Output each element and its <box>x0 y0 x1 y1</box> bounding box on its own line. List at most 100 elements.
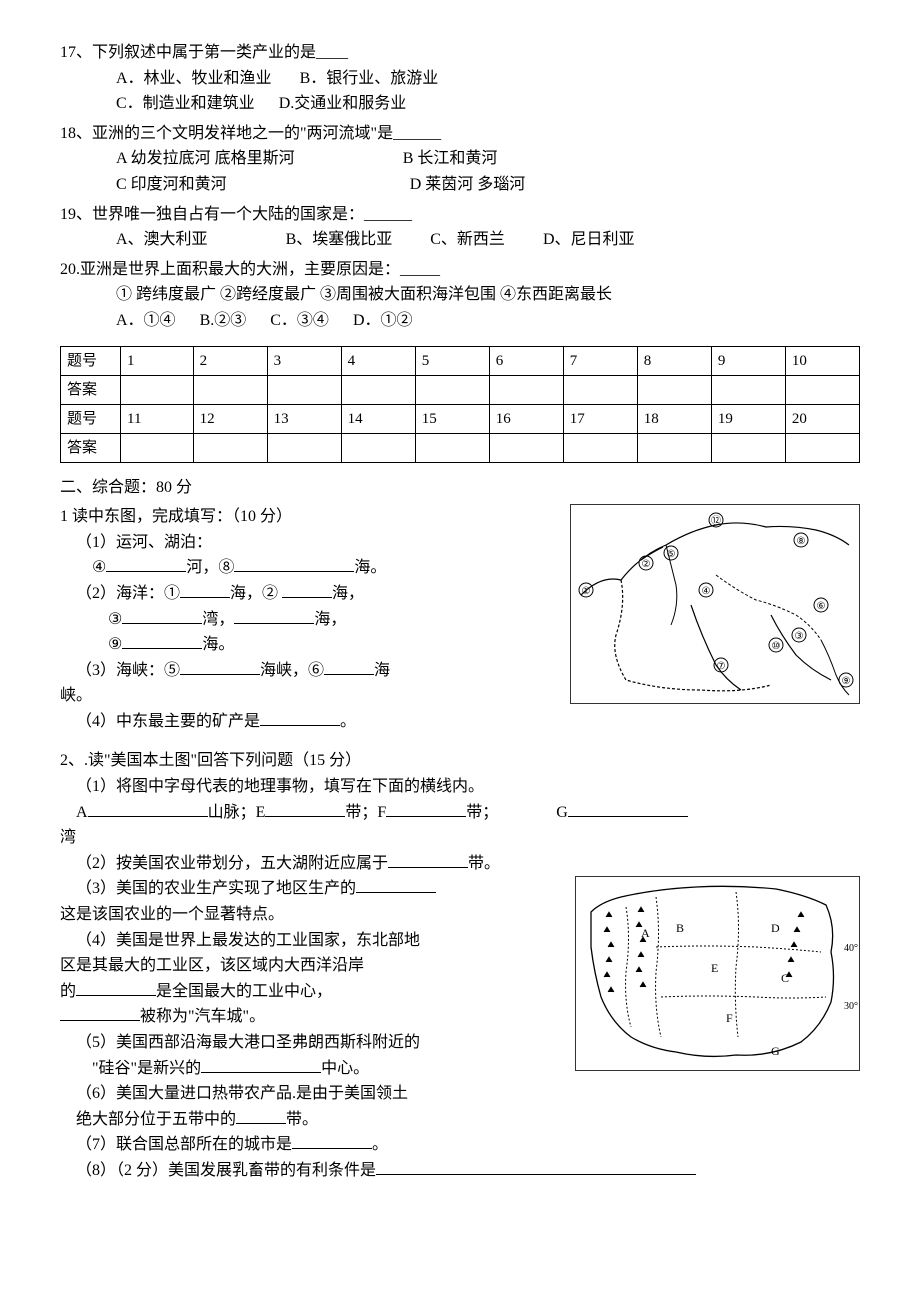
grid-cell: 9 <box>711 346 785 375</box>
q19-opt-a: A、澳大利亚 <box>116 231 208 248</box>
s2q1-p2-a: （2）海洋：① <box>76 585 180 602</box>
grid-r1-label: 题号 <box>61 346 121 375</box>
q19-opt-b: B、埃塞俄比亚 <box>286 231 393 248</box>
fill-blank[interactable] <box>376 1159 696 1175</box>
fill-blank[interactable] <box>60 1005 140 1021</box>
s2q2-p1-line: A山脉；E带；F带； G <box>76 800 860 826</box>
grid-answer-cell[interactable] <box>267 375 341 404</box>
grid-cell: 11 <box>121 404 194 433</box>
fill-blank[interactable] <box>180 659 260 675</box>
grid-cell: 10 <box>785 346 859 375</box>
s2q2-p1-b: 山脉；E <box>208 804 266 821</box>
grid-answer-cell[interactable] <box>415 375 489 404</box>
fill-blank[interactable] <box>260 710 340 726</box>
s2q2-p4-d: 是全国最大的工业中心， <box>156 983 332 1000</box>
grid-answer-cell[interactable] <box>121 433 194 462</box>
grid-cell: 7 <box>563 346 637 375</box>
svg-text:⑩: ⑩ <box>772 641 781 652</box>
fill-blank[interactable] <box>282 582 332 598</box>
fill-blank[interactable] <box>106 556 186 572</box>
question-18: 18、亚洲的三个文明发祥地之一的"两河流域"是______ A 幼发拉底河 底格… <box>60 121 860 198</box>
svg-text:D: D <box>771 921 780 935</box>
grid-answer-cell[interactable] <box>193 375 267 404</box>
q19-opt-c: C、新西兰 <box>430 231 505 248</box>
grid-answer-cell[interactable] <box>489 375 563 404</box>
s2q2-p2-a: （2）按美国农业带划分，五大湖附近应属于 <box>76 855 388 872</box>
s2q2-p7-b: 。 <box>372 1136 388 1153</box>
fill-blank[interactable] <box>356 877 436 893</box>
s2q2-p1-label: （1）将图中字母代表的地理事物，填写在下面的横线内。 <box>76 774 860 800</box>
s2q1-p3-a: （3）海峡：⑤ <box>76 662 180 679</box>
q20-opt-c: C．③④ <box>270 312 329 329</box>
fill-blank[interactable] <box>88 801 208 817</box>
s2q2-p7: （7）联合国总部所在的城市是 。 <box>76 1132 860 1158</box>
fill-blank[interactable] <box>292 1133 372 1149</box>
grid-answer-cell[interactable] <box>489 433 563 462</box>
fill-blank[interactable] <box>180 582 230 598</box>
q18-options-1: A 幼发拉底河 底格里斯河 B 长江和黄河 <box>116 146 860 172</box>
q17-opt-a: A．林业、牧业和渔业 <box>116 70 272 87</box>
middle-east-map: ① ⑫ ⑧ ⑤ ② ④ ⑥ ③ ⑦ ⑨ ⑩ <box>570 504 860 704</box>
grid-answer-cell[interactable] <box>785 375 859 404</box>
s2q1-p1-a: ④ <box>92 559 106 576</box>
grid-answer-cell[interactable] <box>711 433 785 462</box>
s2q2-p1-d: 带； <box>466 804 498 821</box>
fill-blank[interactable] <box>236 1108 286 1124</box>
q20-opt-a: A．①④ <box>116 312 176 329</box>
s2q1-p2l2-a: ③ <box>108 611 122 628</box>
svg-text:②: ② <box>642 559 651 570</box>
s2q1-p4-b: 。 <box>340 713 356 730</box>
grid-answer-cell[interactable] <box>563 433 637 462</box>
fill-blank[interactable] <box>386 801 466 817</box>
grid-answer-cell[interactable] <box>267 433 341 462</box>
grid-answer-cell[interactable] <box>711 375 785 404</box>
answer-grid: 题号 1 2 3 4 5 6 7 8 9 10 答案 题号 11 12 13 1… <box>60 346 860 463</box>
fill-blank[interactable] <box>388 852 468 868</box>
s2q2-p3-a: （3）美国的农业生产实现了地区生产的 <box>76 880 356 897</box>
grid-answer-cell[interactable] <box>341 375 415 404</box>
q20-line2: ① 跨纬度最广 ②跨经度最广 ③周围被大面积海洋包围 ④东西距离最长 <box>116 282 860 308</box>
svg-text:⑦: ⑦ <box>717 661 726 672</box>
us-map: A B D E C F G 40° 30° <box>575 876 860 1071</box>
q18-opt-a: A 幼发拉底河 底格里斯河 <box>116 150 295 167</box>
fill-blank[interactable] <box>201 1057 321 1073</box>
fill-blank[interactable] <box>76 980 156 996</box>
s2q2-p1-e: G <box>556 804 568 821</box>
s2q2-p6-l2: 绝大部分位于五带中的带。 <box>76 1107 860 1133</box>
s2q2-p6-c: 带。 <box>286 1111 318 1128</box>
fill-blank[interactable] <box>265 801 345 817</box>
grid-answer-cell[interactable] <box>785 433 859 462</box>
grid-answer-cell[interactable] <box>637 433 711 462</box>
grid-answer-cell[interactable] <box>121 375 194 404</box>
grid-answer-cell[interactable] <box>415 433 489 462</box>
s2q2-title: 2、.读"美国本土图"回答下列问题（15 分） <box>60 748 860 774</box>
grid-r4-label: 答案 <box>61 433 121 462</box>
svg-text:40°: 40° <box>844 943 858 954</box>
grid-answer-cell[interactable] <box>193 433 267 462</box>
fill-blank[interactable] <box>568 801 688 817</box>
svg-text:30°: 30° <box>844 1001 858 1012</box>
grid-cell: 12 <box>193 404 267 433</box>
svg-text:④: ④ <box>702 586 711 597</box>
grid-row-2: 答案 <box>61 375 860 404</box>
q18-options-2: C 印度河和黄河 D 莱茵河 多瑙河 <box>116 172 860 198</box>
s2q1-p2l3-a: ⑨ <box>108 636 122 653</box>
svg-text:⑥: ⑥ <box>817 601 826 612</box>
fill-blank[interactable] <box>122 633 202 649</box>
grid-answer-cell[interactable] <box>563 375 637 404</box>
fill-blank[interactable] <box>324 659 374 675</box>
fill-blank[interactable] <box>234 608 314 624</box>
grid-answer-cell[interactable] <box>637 375 711 404</box>
section2-title: 二、综合题：80 分 <box>60 475 860 501</box>
q17-options: A．林业、牧业和渔业 B．银行业、旅游业 <box>116 66 860 92</box>
fill-blank[interactable] <box>122 608 202 624</box>
s2q1-p4-a: （4）中东最主要的矿产是 <box>76 713 260 730</box>
svg-text:C: C <box>781 971 789 985</box>
grid-cell: 5 <box>415 346 489 375</box>
fill-blank[interactable] <box>234 556 354 572</box>
svg-text:⑧: ⑧ <box>797 536 806 547</box>
s2q2-p7-a: （7）联合国总部所在的城市是 <box>76 1136 292 1153</box>
grid-answer-cell[interactable] <box>341 433 415 462</box>
q17-text: 下列叙述中属于第一类产业的是____ <box>92 44 348 61</box>
svg-text:A: A <box>641 926 650 940</box>
